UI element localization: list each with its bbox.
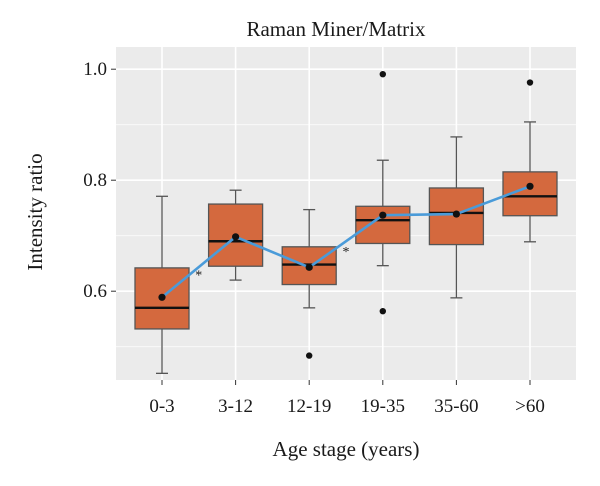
x-tick-label: 19-35: [361, 396, 405, 417]
y-tick-label: 1.0: [83, 59, 107, 80]
y-tick-label: 0.6: [83, 281, 107, 302]
x-tick-label: >60: [515, 396, 545, 417]
outlier-point: [306, 352, 312, 358]
x-tick-label: 0-3: [149, 396, 174, 417]
mean-point: [453, 210, 460, 217]
chart-title: Raman Miner/Matrix: [246, 17, 426, 41]
significance-marker: *: [195, 269, 202, 284]
y-axis-label: Intensity ratio: [23, 153, 47, 270]
mean-point: [306, 264, 313, 271]
mean-point: [526, 183, 533, 190]
x-axis-label: Age stage (years): [273, 437, 420, 461]
mean-point: [158, 294, 165, 301]
mean-point: [379, 212, 386, 219]
mean-point: [232, 233, 239, 240]
outlier-point: [380, 308, 386, 314]
x-tick-label: 35-60: [434, 396, 478, 417]
outlier-point: [380, 71, 386, 77]
x-tick-label: 12-19: [287, 396, 331, 417]
outlier-point: [527, 79, 533, 85]
x-tick-label: 3-12: [218, 396, 253, 417]
significance-marker: *: [343, 245, 350, 260]
y-tick-label: 0.8: [83, 170, 107, 191]
